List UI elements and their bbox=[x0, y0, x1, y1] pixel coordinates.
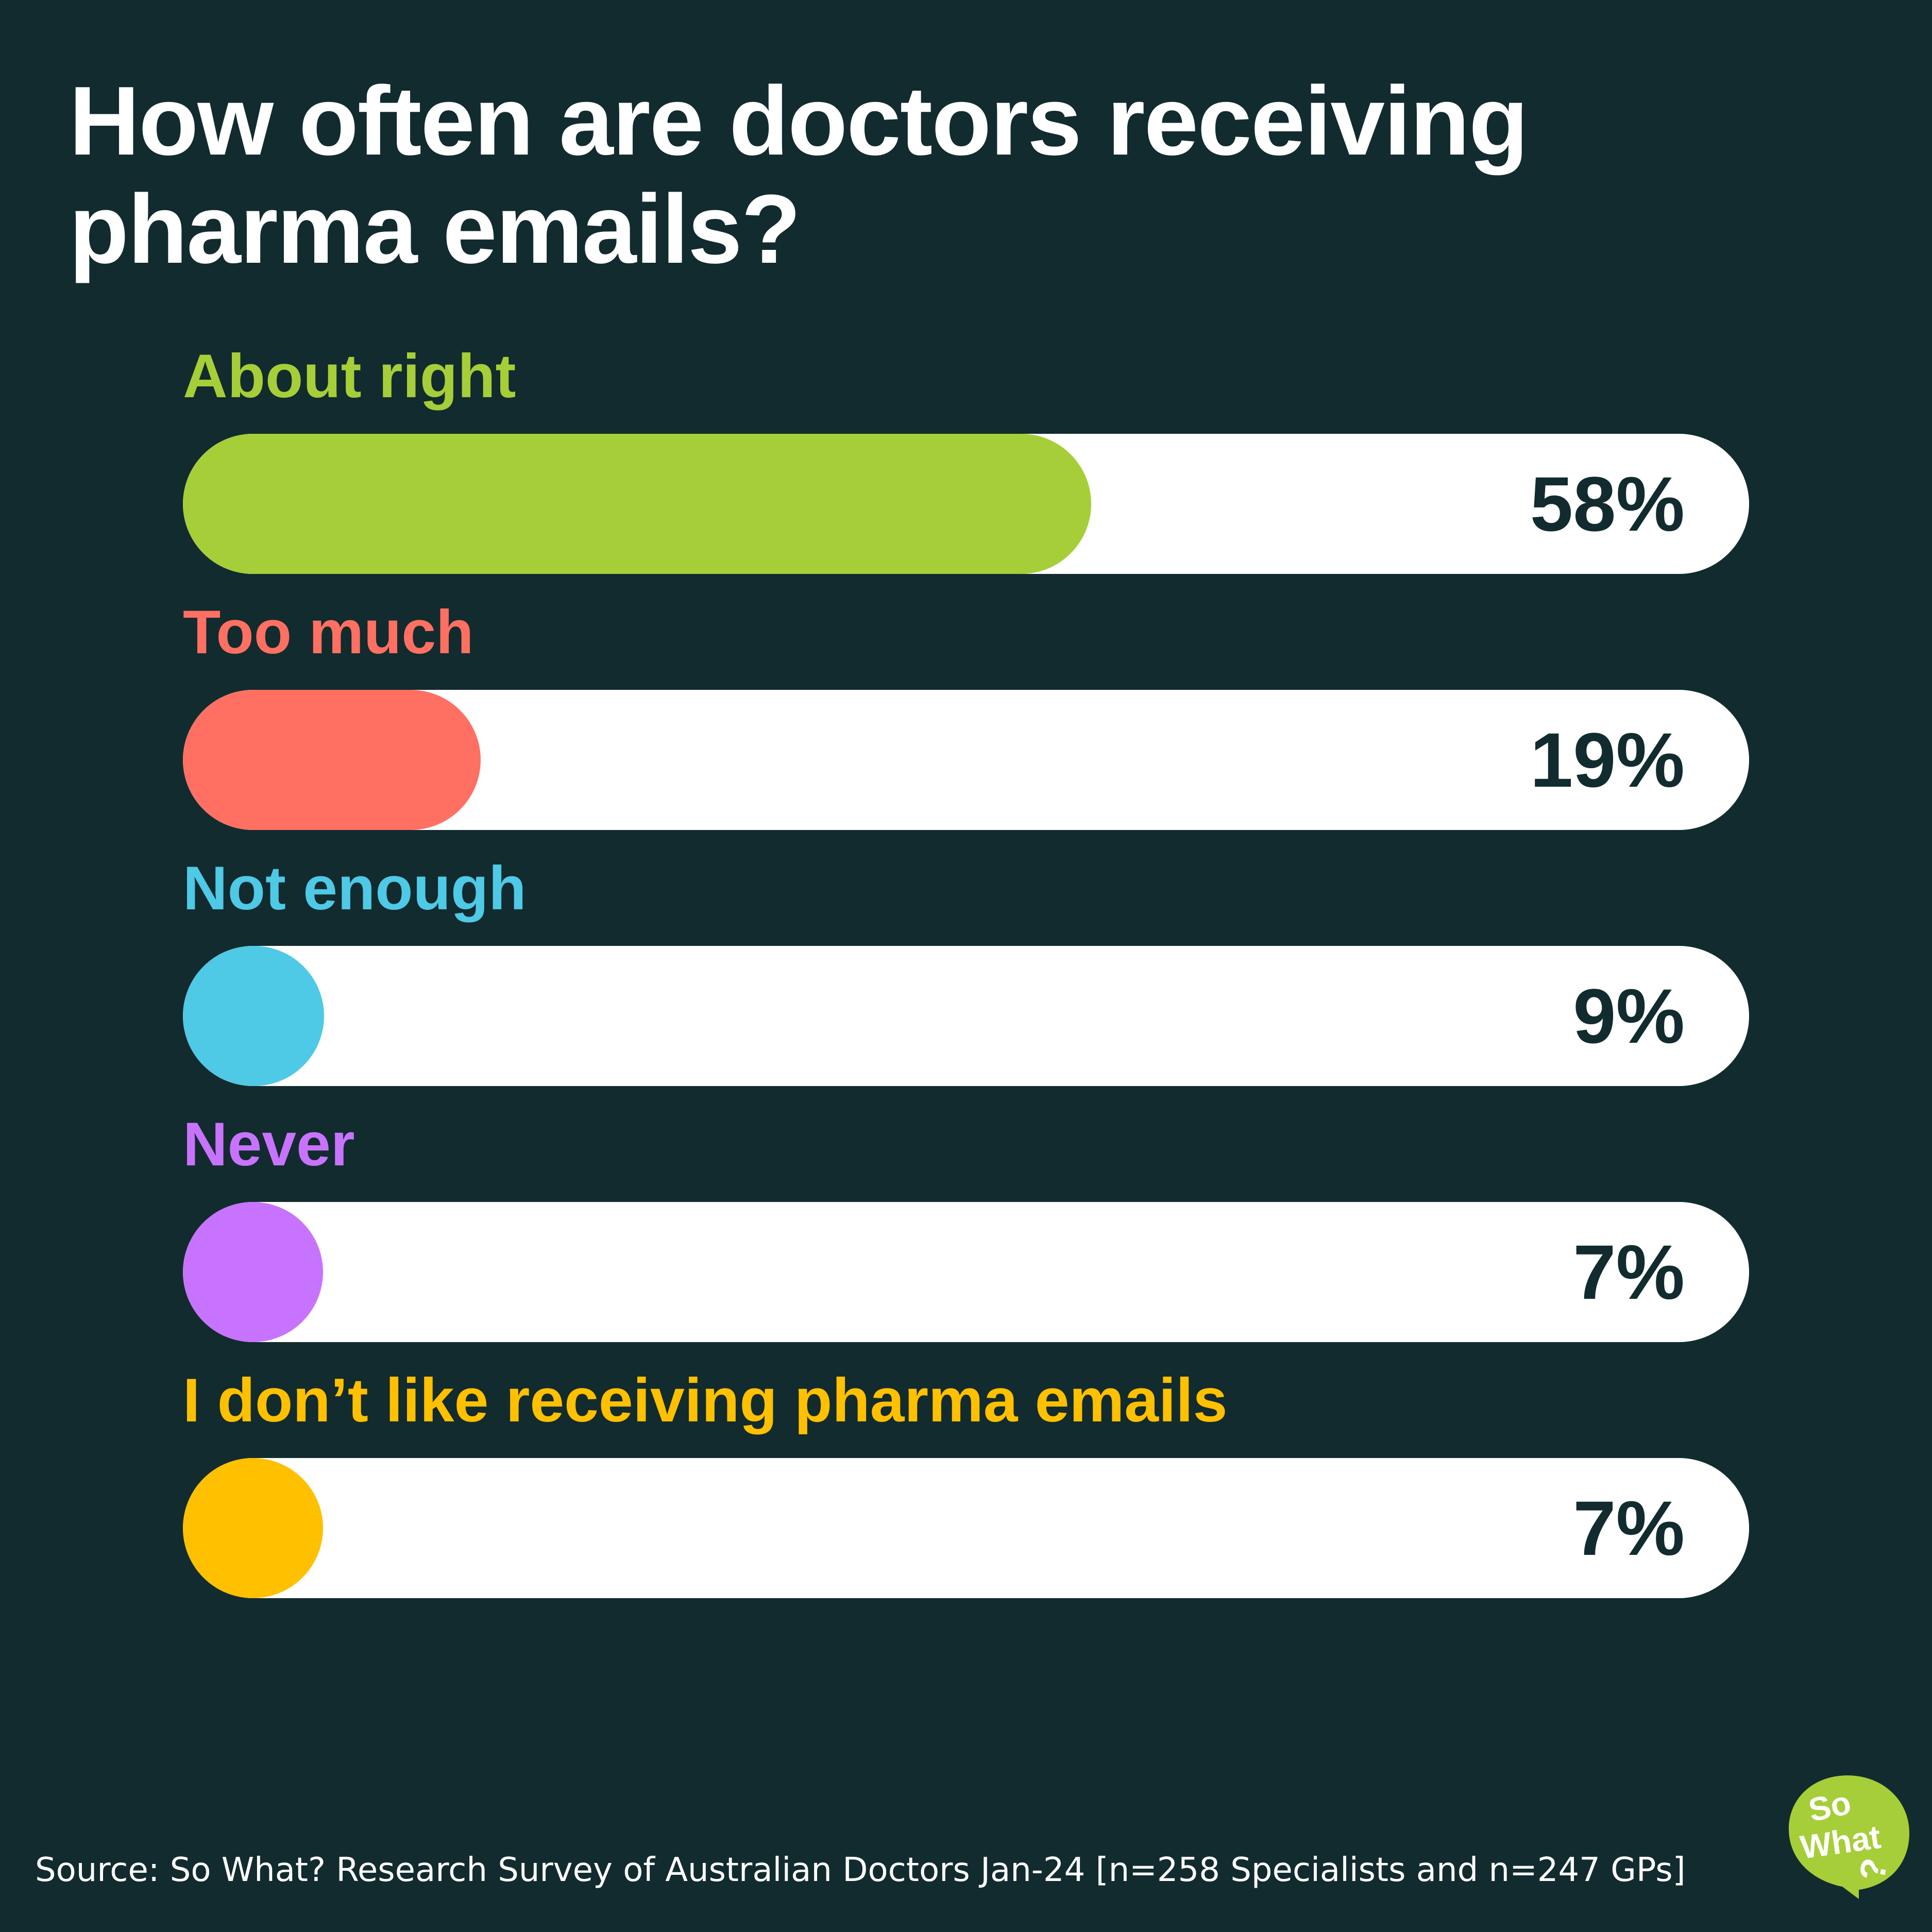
bar-track-too-much: 19% bbox=[183, 690, 1749, 830]
source-note: Source: So What? Research Survey of Aust… bbox=[35, 1851, 1686, 1889]
bar-dislike bbox=[183, 1458, 323, 1598]
bar-not-enough bbox=[183, 946, 324, 1086]
category-label-dislike: I don’t like receiving pharma emails bbox=[183, 1366, 1228, 1435]
bar-track-about-right: 58% bbox=[183, 434, 1749, 574]
svg-text:So: So bbox=[1805, 1784, 1854, 1828]
so-what-logo: So What ? bbox=[1789, 1775, 1909, 1899]
category-label-never: Never bbox=[183, 1110, 355, 1179]
value-label-dislike: 7% bbox=[1573, 1485, 1685, 1571]
value-label-too-much: 19% bbox=[1530, 717, 1685, 803]
bar-never bbox=[183, 1202, 323, 1342]
chart-title: How often are doctors receiving pharma e… bbox=[69, 66, 1529, 284]
category-label-too-much: Too much bbox=[183, 598, 474, 667]
category-label-about-right: About right bbox=[183, 342, 516, 411]
bar-about-right bbox=[183, 434, 1091, 574]
value-label-not-enough: 9% bbox=[1573, 973, 1685, 1059]
bar-too-much bbox=[183, 690, 481, 830]
bar-track-dislike: 7% bbox=[183, 1458, 1749, 1598]
category-label-not-enough: Not enough bbox=[183, 854, 527, 923]
bar-track-never: 7% bbox=[183, 1202, 1749, 1342]
bar-track-not-enough: 9% bbox=[183, 946, 1749, 1086]
value-label-about-right: 58% bbox=[1530, 461, 1685, 547]
value-label-never: 7% bbox=[1573, 1229, 1685, 1315]
